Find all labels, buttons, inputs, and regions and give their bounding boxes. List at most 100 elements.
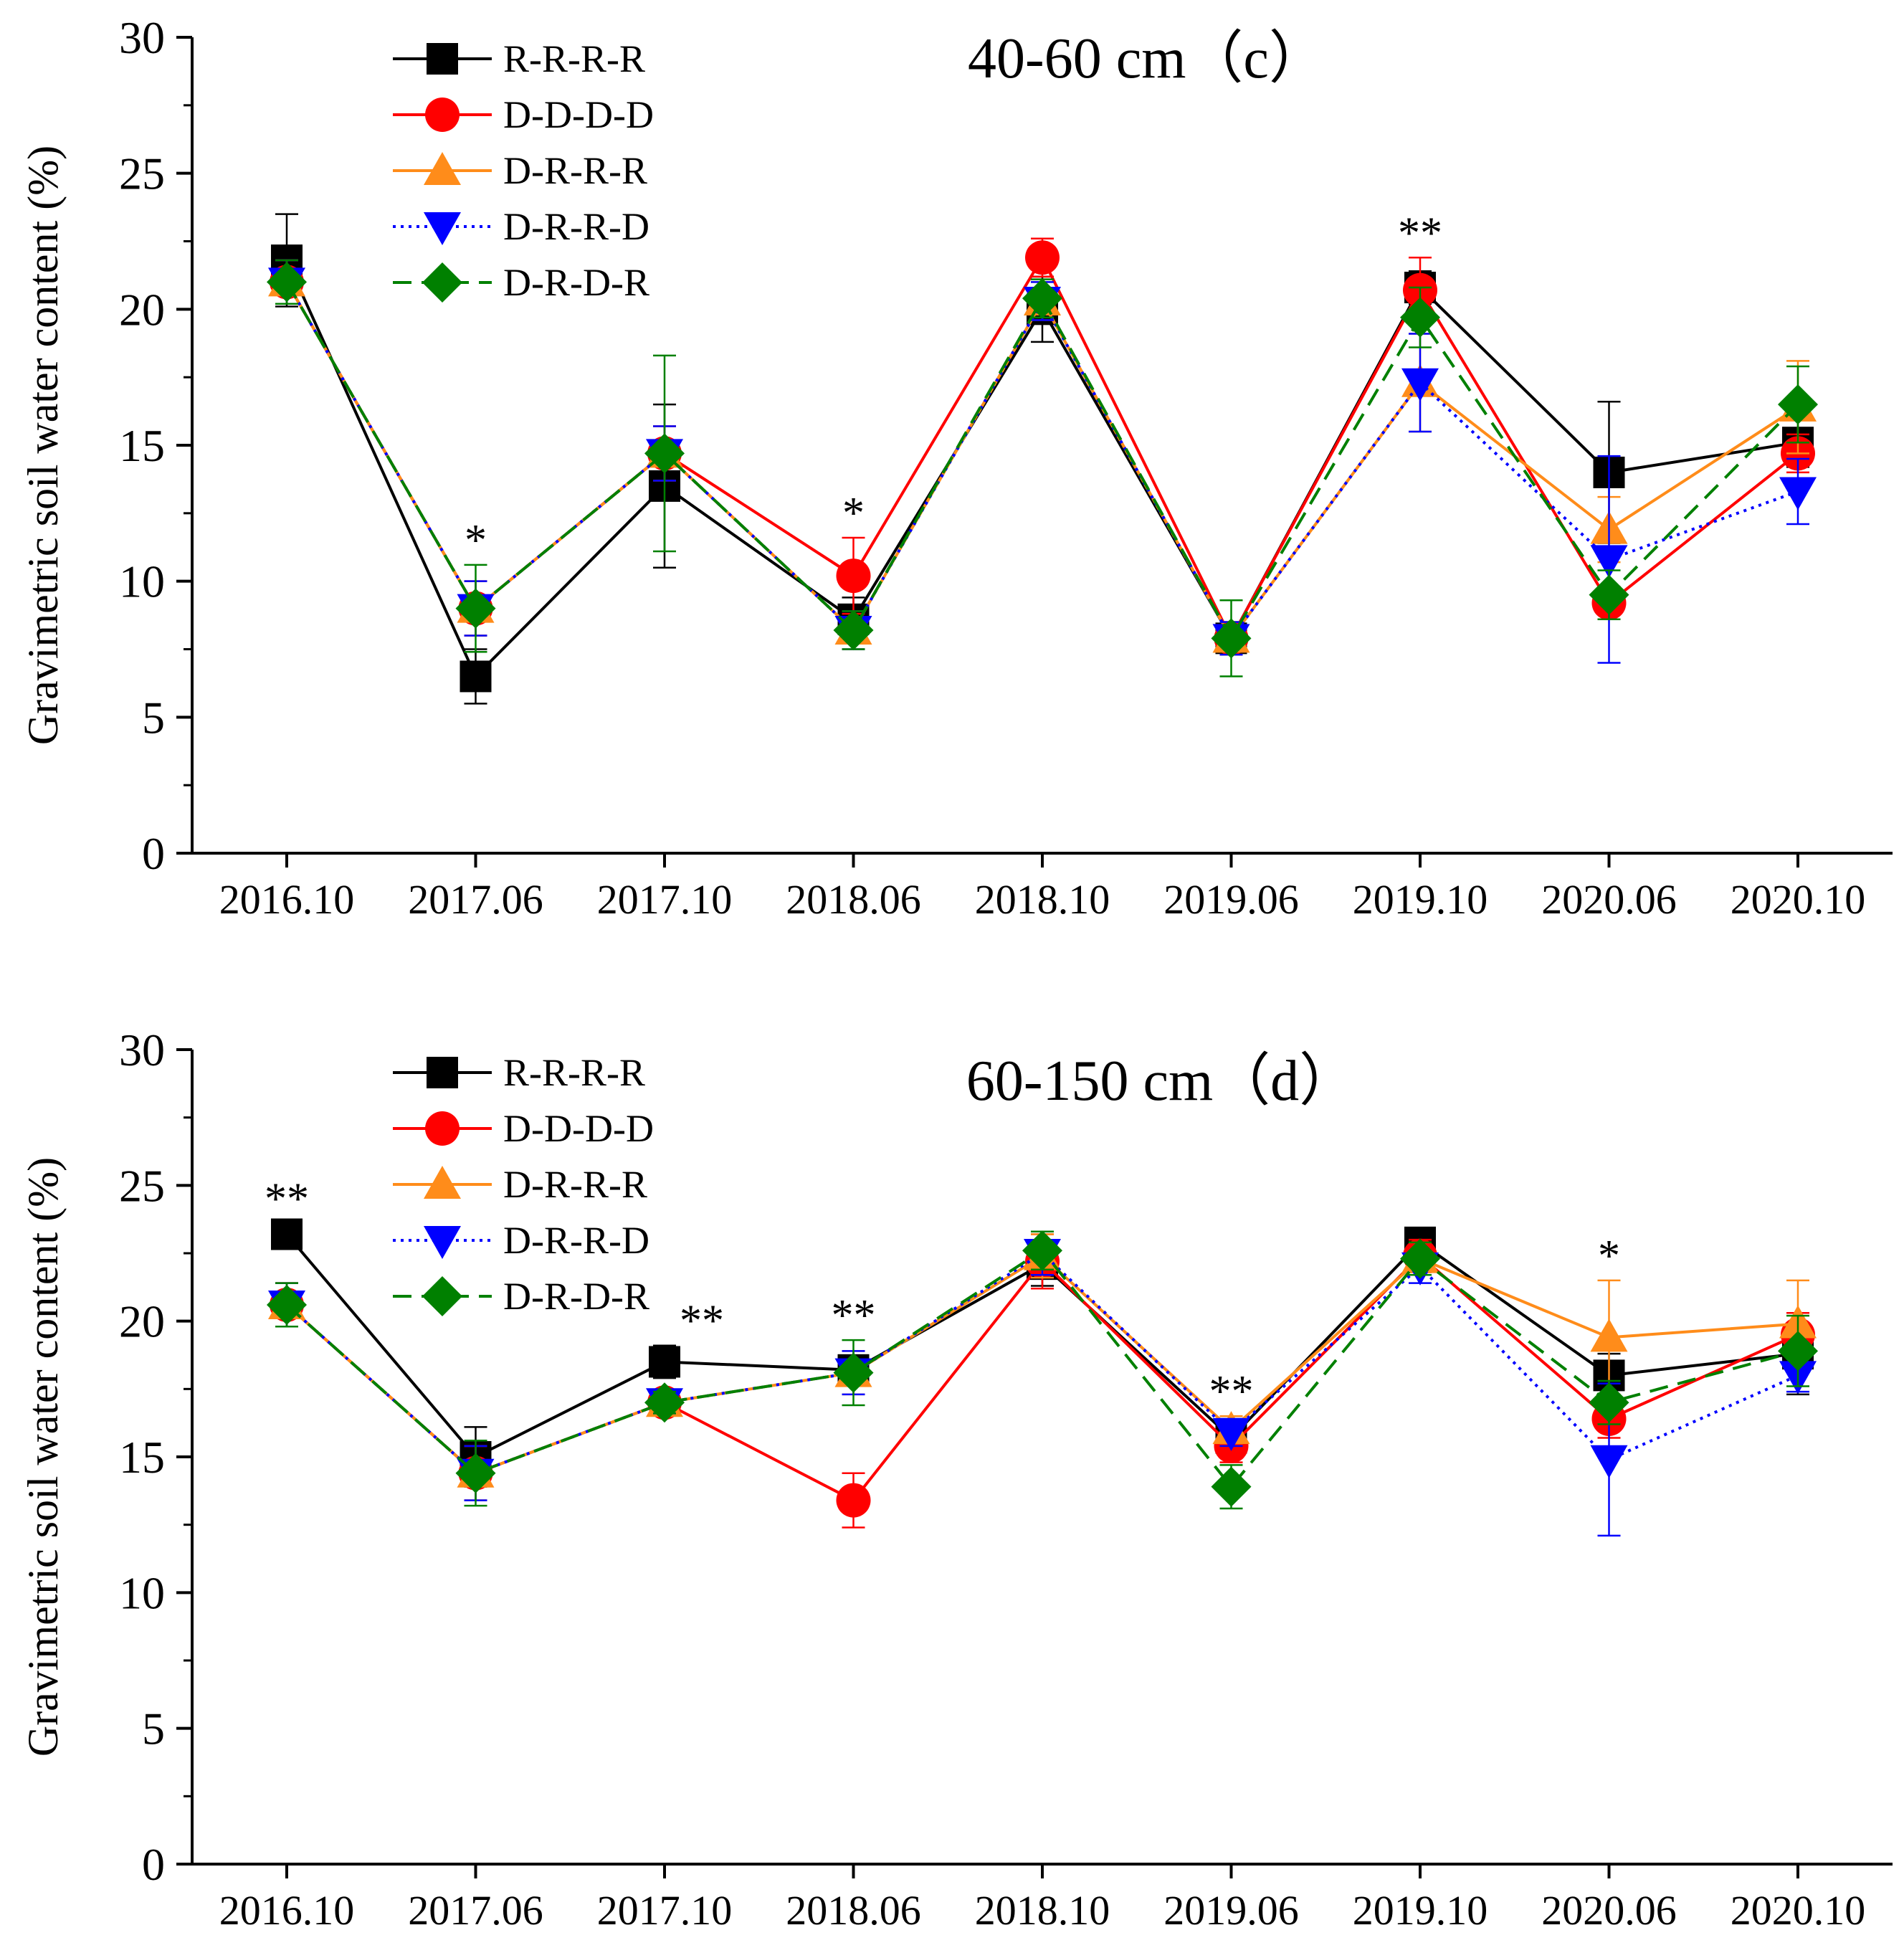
data-point [1589, 1382, 1629, 1423]
x-tick-label: 2020.06 [1541, 876, 1677, 923]
legend-marker-D-R-D-R [422, 262, 462, 303]
legend-marker-D-R-R-R [424, 1166, 461, 1199]
data-point [460, 660, 492, 693]
legend-label: D-D-D-D [503, 1107, 654, 1150]
data-point [833, 1352, 874, 1393]
legend-label: D-D-D-D [503, 93, 654, 136]
significance-mark: ** [680, 1297, 724, 1346]
data-point [1590, 545, 1628, 579]
significance-mark: ** [1398, 209, 1442, 257]
data-point [836, 1483, 871, 1518]
chart-panel-d: 0 5 10 15 20 25 30 2016.10 2017.06 2017.10 2018.06… [19, 1025, 1893, 1934]
x-tick-label: 2018.10 [975, 876, 1110, 923]
data-point [1022, 1230, 1062, 1271]
y-tick-label: 0 [142, 1839, 165, 1890]
x-tick-label: 2017.10 [597, 876, 733, 923]
data-point [836, 559, 871, 594]
legend-label: D-R-D-R [503, 261, 649, 304]
x-tick-label: 2019.10 [1353, 1887, 1488, 1934]
legend-label: R-R-R-R [503, 37, 645, 80]
data-point [1025, 240, 1060, 275]
y-tick-label: 10 [119, 1567, 165, 1618]
legend-label: R-R-R-R [503, 1051, 645, 1094]
y-tick-label: 20 [119, 284, 165, 335]
data-point [649, 1346, 680, 1378]
y-tick-label: 15 [119, 420, 165, 471]
legend: R-R-R-R D-D-D-D D-R-R-R D-R-R-D D-R-D-R [393, 1051, 654, 1318]
y-axis-label: Gravimetric soil water content (%) [19, 146, 67, 745]
y-axis-label: Gravimetric soil water content (%) [19, 1157, 67, 1757]
data-point [1212, 1417, 1250, 1451]
x-tick-label: 2016.10 [219, 876, 355, 923]
x-tick-label: 2020.10 [1731, 1887, 1866, 1934]
data-point [1401, 368, 1439, 401]
x-tick-label: 2018.06 [786, 876, 921, 923]
series-D-R-R-D [268, 259, 1817, 664]
legend-marker-D-D-D-D [425, 98, 460, 132]
legend-label: D-R-R-D [503, 1219, 649, 1262]
data-point [1779, 477, 1817, 510]
x-tick-label: 2020.10 [1731, 876, 1866, 923]
legend-marker-D-D-D-D [425, 1111, 460, 1146]
legend: R-R-R-R D-D-D-D D-R-R-R D-R-R-D D-R-D-R [393, 37, 654, 304]
data-point [1778, 1331, 1818, 1372]
significance-mark: * [465, 516, 487, 565]
y-tick-label: 5 [142, 1703, 165, 1754]
y-tick-label: 30 [119, 12, 165, 63]
legend-label: D-R-R-D [503, 205, 649, 248]
significance-mark: ** [832, 1291, 876, 1340]
data-point [1590, 1445, 1628, 1478]
data-point [1589, 574, 1629, 615]
significance-mark: ** [265, 1174, 309, 1223]
data-point [455, 588, 496, 629]
x-tick-label: 2019.06 [1163, 876, 1299, 923]
data-point [1778, 384, 1818, 425]
data-point [267, 262, 307, 303]
legend-marker-D-R-D-R [422, 1276, 462, 1316]
legend-label: D-R-D-R [503, 1275, 649, 1318]
data-point [271, 1218, 303, 1250]
data-point [1211, 1466, 1252, 1507]
legend-marker-D-R-R-R [424, 152, 461, 185]
significance-mark: * [1598, 1232, 1620, 1280]
y-tick-label: 5 [142, 692, 165, 743]
data-point [833, 609, 874, 650]
series-D-R-D-R [267, 259, 1818, 678]
x-tick-label: 2017.10 [597, 1887, 733, 1934]
x-tick-label: 2017.06 [408, 876, 543, 923]
y-tick-label: 30 [119, 1025, 165, 1075]
significance-mark: ** [1209, 1367, 1254, 1416]
data-point [1022, 278, 1062, 319]
y-tick-label: 0 [142, 828, 165, 879]
x-tick-label: 2018.10 [975, 1887, 1110, 1934]
chart-title: 40-60 cm（c） [968, 27, 1326, 90]
y-tick-label: 15 [119, 1432, 165, 1483]
x-tick-label: 2019.06 [1163, 1887, 1299, 1934]
data-point [267, 1284, 307, 1325]
x-tick-label: 2019.10 [1353, 876, 1488, 923]
series-D-R-D-R [267, 1230, 1818, 1510]
legend-marker-R-R-R-R [427, 43, 458, 75]
series-line [285, 281, 1799, 642]
chart-panel-c: 0 5 10 15 20 25 30 2016.10 2017.06 2017.10 2018.06… [19, 12, 1893, 923]
x-tick-label: 2018.06 [786, 1887, 921, 1934]
significance-mark: * [842, 489, 865, 538]
data-point [1211, 618, 1252, 659]
data-point [1400, 297, 1440, 338]
legend-label: D-R-R-R [503, 1163, 647, 1206]
data-point [455, 1453, 496, 1493]
y-tick-label: 25 [119, 1160, 165, 1211]
data-point [644, 1382, 685, 1423]
y-tick-label: 25 [119, 148, 165, 199]
chart-title: 60-150 cm（d） [966, 1050, 1356, 1113]
y-tick-label: 20 [119, 1296, 165, 1347]
x-tick-label: 2016.10 [219, 1887, 355, 1934]
legend-marker-D-R-R-D [424, 1226, 461, 1259]
data-point [644, 433, 685, 474]
legend-marker-R-R-R-R [427, 1057, 458, 1088]
y-tick-label: 10 [119, 556, 165, 607]
data-point [1590, 1318, 1628, 1352]
data-point [1400, 1238, 1440, 1279]
x-tick-label: 2020.06 [1541, 1887, 1677, 1934]
